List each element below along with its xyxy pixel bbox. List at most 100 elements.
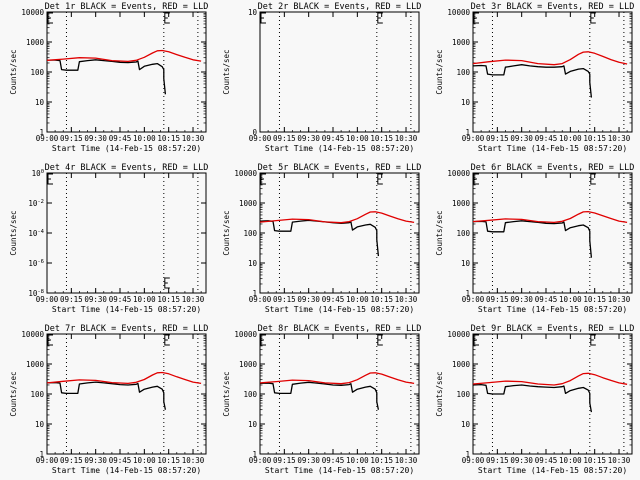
y-tick-label: 10 — [461, 98, 471, 107]
x-tick-label: 09:15 — [273, 295, 296, 304]
y-tick-label: 1000 — [239, 360, 258, 369]
x-tick-label: 10:00 — [346, 295, 369, 304]
x-tick-label: 09:00 — [36, 295, 59, 304]
x-axis-label: Start Time (14-Feb-15 08:57:20) — [478, 466, 627, 475]
x-tick-label: 10:15 — [370, 456, 393, 465]
y-axis-label: Counts/sec — [222, 210, 231, 255]
y-tick-label: 10 — [248, 420, 258, 429]
y-tick-label: 1 — [465, 289, 470, 298]
y-axis-label: Counts/sec — [435, 49, 444, 94]
x-tick-label: 09:15 — [273, 456, 296, 465]
plot-frame — [472, 11, 633, 133]
y-tick-label: 10-2 — [28, 199, 44, 208]
y-tick-label: 10 — [35, 420, 45, 429]
events-series-line — [46, 381, 167, 410]
x-tick-label: 09:15 — [60, 456, 83, 465]
interval-marker-icon — [260, 334, 266, 346]
x-tick-label: 09:00 — [462, 134, 485, 143]
x-axis-label: Start Time (14-Feb-15 08:57:20) — [52, 466, 201, 475]
events-series-line — [472, 64, 593, 98]
y-tick-label: 1 — [39, 450, 44, 459]
x-tick-label: 09:30 — [510, 456, 533, 465]
x-tick-label: 10:00 — [559, 295, 582, 304]
chart-panel-8: Det 8r BLACK = Events, RED = LLD Counts/s… — [222, 324, 421, 475]
x-tick-label: 10:00 — [133, 456, 156, 465]
chart-panel-6: Det 6r BLACK = Events, RED = LLD Counts/s… — [435, 163, 634, 314]
x-tick-label: 10:30 — [182, 456, 205, 465]
x-tick-label: 10:00 — [133, 134, 156, 143]
interval-marker-icon — [473, 173, 479, 185]
x-tick-label: 09:45 — [109, 456, 132, 465]
y-axis-label: Counts/sec — [222, 49, 231, 94]
x-tick-label: 10:15 — [370, 134, 393, 143]
y-tick-label: 1000 — [452, 199, 471, 208]
interval-marker-icon — [260, 12, 266, 24]
x-tick-label: 10:30 — [608, 456, 631, 465]
y-axis-label: Counts/sec — [9, 371, 18, 416]
panel-title: Det 8r BLACK = Events, RED = LLD — [258, 324, 422, 334]
x-tick-label: 09:00 — [249, 295, 272, 304]
interval-marker-icon — [47, 12, 53, 24]
x-tick-label: 09:15 — [60, 134, 83, 143]
x-axis-label: Start Time (14-Feb-15 08:57:20) — [478, 144, 627, 153]
events-series-line — [472, 383, 593, 413]
x-tick-label: 09:00 — [249, 456, 272, 465]
y-tick-label: 100 — [243, 390, 257, 399]
y-tick-label: 10000 — [21, 330, 44, 339]
x-axis-label: Start Time (14-Feb-15 08:57:20) — [478, 305, 627, 314]
lld-series-line — [46, 49, 202, 63]
x-tick-label: 09:30 — [84, 295, 107, 304]
panel-title: Det 1r BLACK = Events, RED = LLD — [45, 2, 209, 12]
y-axis-label: Counts/sec — [9, 210, 18, 255]
interval-marker-icon — [590, 12, 596, 24]
panel-title: Det 5r BLACK = Events, RED = LLD — [258, 163, 422, 173]
x-tick-label: 09:15 — [486, 295, 509, 304]
y-tick-label: 100 — [243, 229, 257, 238]
y-tick-label: 1 — [252, 289, 257, 298]
y-tick-label: 100 — [456, 68, 470, 77]
lld-series-line — [259, 372, 415, 385]
x-tick-label: 09:30 — [297, 456, 320, 465]
y-tick-label: 10-8 — [28, 289, 44, 298]
x-tick-label: 09:00 — [249, 134, 272, 143]
interval-marker-icon — [47, 173, 53, 185]
x-tick-label: 09:15 — [273, 134, 296, 143]
x-tick-label: 10:00 — [346, 456, 369, 465]
lld-series-line — [472, 51, 628, 66]
x-tick-label: 09:45 — [535, 456, 558, 465]
x-tick-label: 10:00 — [133, 295, 156, 304]
y-tick-label: 1000 — [26, 38, 45, 47]
y-tick-label: 1 — [465, 450, 470, 459]
y-tick-label: 10000 — [447, 169, 470, 178]
y-tick-label: 10 — [248, 259, 258, 268]
x-tick-label: 09:45 — [109, 295, 132, 304]
y-tick-label: 10 — [248, 8, 258, 17]
x-tick-label: 10:30 — [182, 134, 205, 143]
panel-title: Det 7r BLACK = Events, RED = LLD — [45, 324, 209, 334]
y-tick-label: 10 — [461, 259, 471, 268]
x-tick-label: 09:30 — [510, 295, 533, 304]
x-tick-label: 10:15 — [583, 134, 606, 143]
x-tick-label: 09:45 — [322, 134, 345, 143]
x-tick-label: 09:00 — [36, 456, 59, 465]
plot-frame — [259, 172, 420, 294]
x-tick-label: 09:45 — [322, 295, 345, 304]
interval-marker-icon — [47, 334, 53, 346]
x-tick-label: 10:30 — [608, 134, 631, 143]
y-axis-label: Counts/sec — [435, 371, 444, 416]
interval-marker-icon — [164, 334, 170, 346]
lld-series-line — [259, 211, 415, 224]
events-series-line — [259, 219, 380, 257]
x-axis-label: Start Time (14-Feb-15 08:57:20) — [52, 305, 201, 314]
x-tick-label: 09:00 — [462, 295, 485, 304]
y-tick-label: 10000 — [234, 169, 257, 178]
y-axis-label: Counts/sec — [435, 210, 444, 255]
y-tick-label: 10 — [461, 420, 471, 429]
x-tick-label: 09:30 — [510, 134, 533, 143]
x-tick-label: 09:00 — [462, 456, 485, 465]
plot-frame — [472, 172, 633, 294]
x-tick-label: 10:00 — [559, 134, 582, 143]
plot-frame — [46, 172, 207, 294]
lld-series-line — [472, 210, 628, 224]
